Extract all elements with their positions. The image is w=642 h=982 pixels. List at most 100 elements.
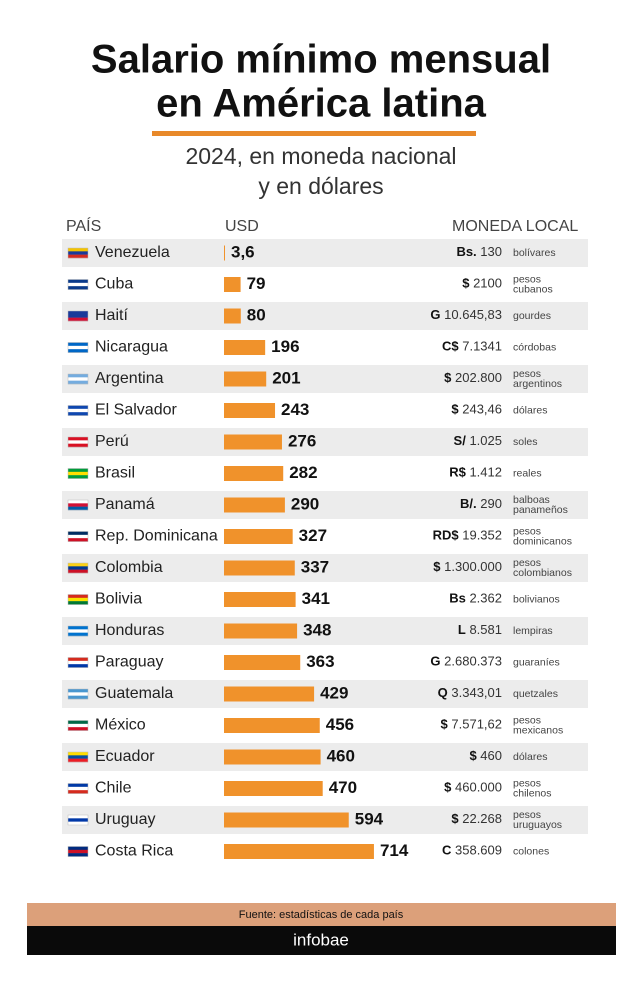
amount: 290	[480, 496, 502, 511]
flag-border	[67, 720, 89, 731]
local-amount: G 10.645,83	[430, 307, 502, 322]
bar	[224, 245, 225, 261]
currency-symbol: RD$	[433, 528, 460, 543]
subtitle-line: y en dólares	[258, 173, 383, 199]
bar	[224, 403, 276, 418]
currency-symbol: S/	[454, 433, 467, 448]
bar	[224, 781, 323, 796]
local-amount: S/ 1.025	[454, 433, 502, 448]
local-amount: Bs. 130	[456, 244, 502, 259]
local-amount: $ 22.268	[451, 811, 502, 826]
flag-border	[67, 751, 89, 763]
flag-stripe	[68, 531, 88, 536]
currency-name: pesos	[513, 809, 541, 821]
flag-stripe	[68, 380, 88, 385]
flag-stripe	[68, 660, 88, 665]
country-name: Brasil	[95, 465, 135, 482]
local-amount: $ 1.300.000	[433, 559, 502, 574]
currency-name: bolívares	[513, 247, 556, 259]
flag-border	[67, 783, 89, 794]
amount: 22.268	[462, 811, 502, 826]
flag-stripe	[68, 786, 88, 791]
flag-stripe	[68, 626, 88, 630]
amount: 1.025	[469, 433, 502, 448]
bar	[224, 277, 241, 292]
currency-name: pesos	[513, 368, 541, 380]
bar	[224, 812, 349, 828]
flag-border	[67, 499, 89, 511]
value-label: 429	[320, 683, 348, 702]
country-name: Chile	[95, 780, 132, 797]
row-background	[62, 302, 588, 330]
currency-name: gourdes	[513, 310, 551, 322]
flag-stripe	[68, 349, 88, 353]
currency-symbol: L	[458, 622, 466, 637]
local-amount: RD$ 19.352	[433, 528, 502, 543]
flag-stripe	[68, 755, 88, 759]
currency-name: cubanos	[513, 283, 553, 295]
value-label: 456	[326, 715, 354, 734]
title-underline	[152, 131, 476, 136]
local-amount: L 8.581	[458, 622, 502, 637]
country-name: Colombia	[95, 559, 163, 576]
flag-stripe	[68, 689, 88, 693]
currency-name: colombianos	[513, 567, 572, 579]
flag-border	[67, 342, 89, 353]
flag-stripe	[68, 723, 88, 728]
value-label: 201	[272, 368, 300, 387]
value-label: 714	[380, 841, 409, 860]
flag-stripe	[68, 790, 88, 794]
value-label: 80	[247, 305, 266, 324]
local-amount: $ 460	[469, 748, 502, 763]
currency-name: guaraníes	[513, 656, 560, 668]
source-bar	[27, 903, 616, 926]
bar	[224, 655, 301, 670]
flag-border	[67, 625, 89, 637]
local-amount: C 358.609	[442, 843, 502, 858]
flag-stripe	[68, 440, 88, 444]
country-name: Argentina	[95, 370, 164, 387]
flag-stripe	[68, 374, 88, 378]
currency-name: dominicanos	[513, 535, 572, 547]
currency-symbol: $	[444, 370, 452, 385]
country-name: México	[95, 717, 146, 734]
bar	[224, 592, 296, 607]
value-label: 460	[327, 746, 355, 765]
currency-symbol: C	[442, 843, 452, 858]
brand: infobae	[293, 930, 349, 949]
flag-stripe	[68, 443, 88, 448]
value-label: 3,6	[231, 242, 255, 261]
flag-stripe	[68, 629, 88, 633]
flag-border	[67, 468, 89, 479]
bar	[224, 340, 266, 355]
row-background	[62, 680, 588, 708]
flag-stripe	[68, 849, 88, 854]
value-label: 196	[271, 337, 299, 356]
bar	[224, 466, 284, 481]
currency-name: pesos	[513, 557, 541, 569]
currency-name: soles	[513, 436, 538, 448]
currency-name: dólares	[513, 751, 547, 763]
flag-stripe	[68, 412, 88, 416]
amount: 7.571,62	[451, 717, 502, 732]
flag-border	[67, 814, 89, 826]
currency-symbol: $	[433, 559, 441, 574]
flag-stripe	[68, 594, 88, 599]
country-name: El Salvador	[95, 402, 177, 419]
amount: 202.800	[455, 370, 502, 385]
currency-name: chilenos	[513, 787, 552, 799]
local-amount: $ 2100	[462, 276, 502, 291]
currency-name: colones	[513, 845, 549, 857]
local-amount: $ 243,46	[451, 402, 502, 417]
flag-stripe	[68, 471, 88, 476]
flag-stripe	[68, 815, 88, 819]
currency-name: mexicanos	[513, 724, 563, 736]
flag-border	[67, 594, 89, 605]
local-amount: Bs 2.362	[449, 591, 502, 606]
currency-symbol: $	[451, 811, 459, 826]
flag-stripe	[68, 783, 88, 788]
bar	[224, 560, 295, 576]
currency-name: reales	[513, 467, 542, 479]
currency-name: pesos	[513, 273, 541, 285]
flag-stripe	[68, 853, 88, 857]
